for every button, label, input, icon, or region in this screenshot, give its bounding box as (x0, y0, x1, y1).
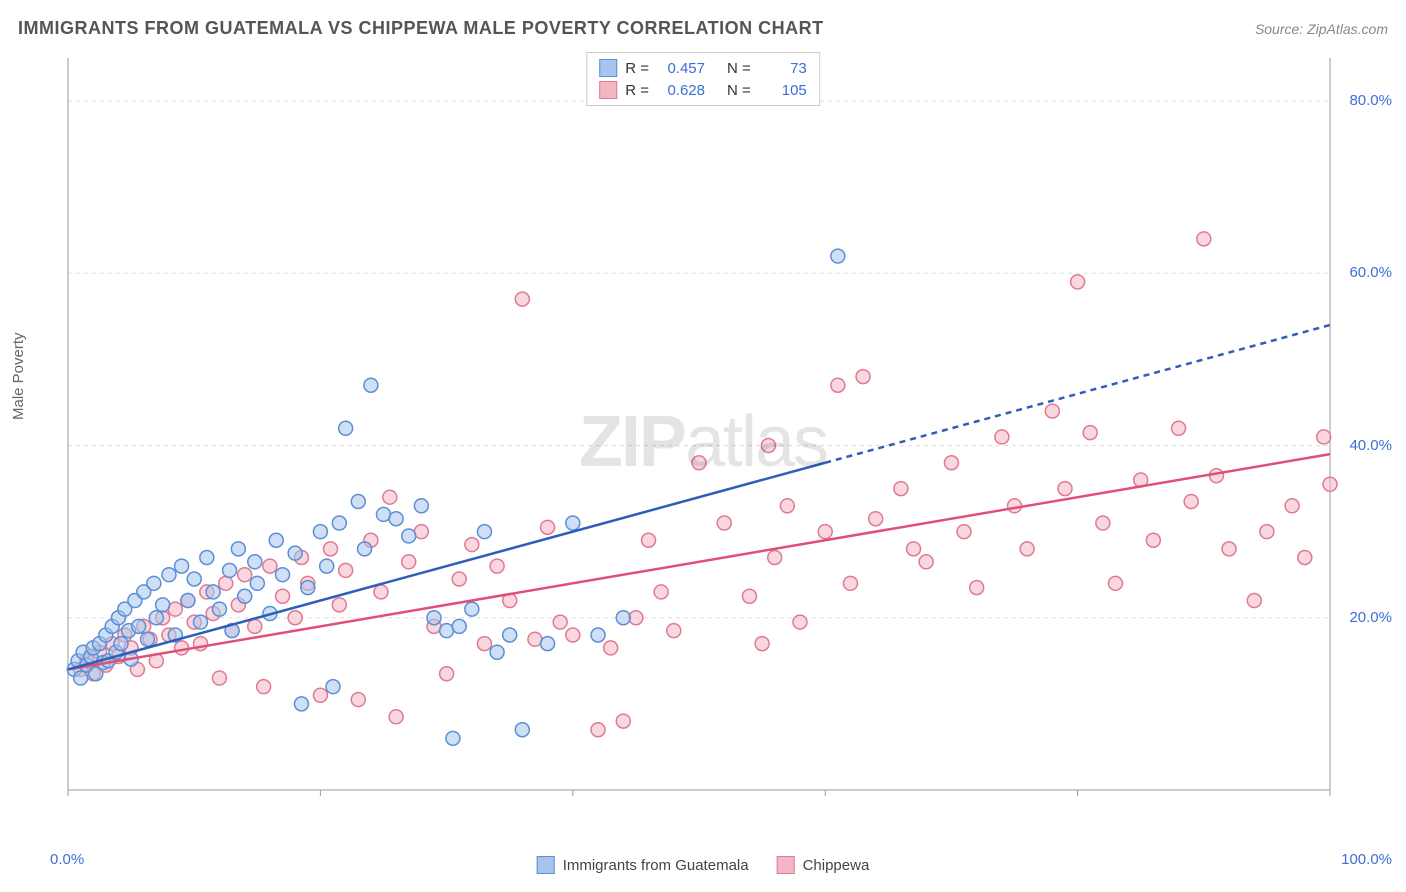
legend-correlation: R = 0.457 N = 73 R = 0.628 N = 105 (586, 52, 820, 106)
legend-series: Immigrants from Guatemala Chippewa (537, 856, 870, 874)
series2-label: Chippewa (803, 857, 870, 874)
n-value-1: 73 (759, 60, 807, 77)
legend-row-2: R = 0.628 N = 105 (599, 79, 807, 101)
legend-item-1: Immigrants from Guatemala (537, 856, 749, 874)
chart-container (60, 50, 1390, 820)
swatch-series2 (777, 856, 795, 874)
y-tick-label-60: 60.0% (1349, 264, 1392, 281)
r-label: R = (625, 82, 649, 99)
r-value-2: 0.628 (657, 82, 705, 99)
source-attribution: Source: ZipAtlas.com (1255, 21, 1388, 37)
swatch-series2 (599, 81, 617, 99)
swatch-series1 (599, 59, 617, 77)
series1-label: Immigrants from Guatemala (563, 857, 749, 874)
y-tick-label-20: 20.0% (1349, 609, 1392, 626)
legend-row-1: R = 0.457 N = 73 (599, 57, 807, 79)
scatter-chart (60, 50, 1390, 820)
y-tick-label-80: 80.0% (1349, 92, 1392, 109)
n-label: N = (727, 82, 751, 99)
x-tick-label-max: 100.0% (1341, 851, 1392, 868)
y-axis-label: Male Poverty (10, 332, 27, 420)
n-value-2: 105 (759, 82, 807, 99)
r-value-1: 0.457 (657, 60, 705, 77)
header: IMMIGRANTS FROM GUATEMALA VS CHIPPEWA MA… (18, 18, 1388, 39)
chart-title: IMMIGRANTS FROM GUATEMALA VS CHIPPEWA MA… (18, 18, 824, 39)
r-label: R = (625, 60, 649, 77)
x-tick-label-min: 0.0% (50, 851, 84, 868)
swatch-series1 (537, 856, 555, 874)
y-tick-label-40: 40.0% (1349, 437, 1392, 454)
legend-item-2: Chippewa (777, 856, 870, 874)
n-label: N = (727, 60, 751, 77)
